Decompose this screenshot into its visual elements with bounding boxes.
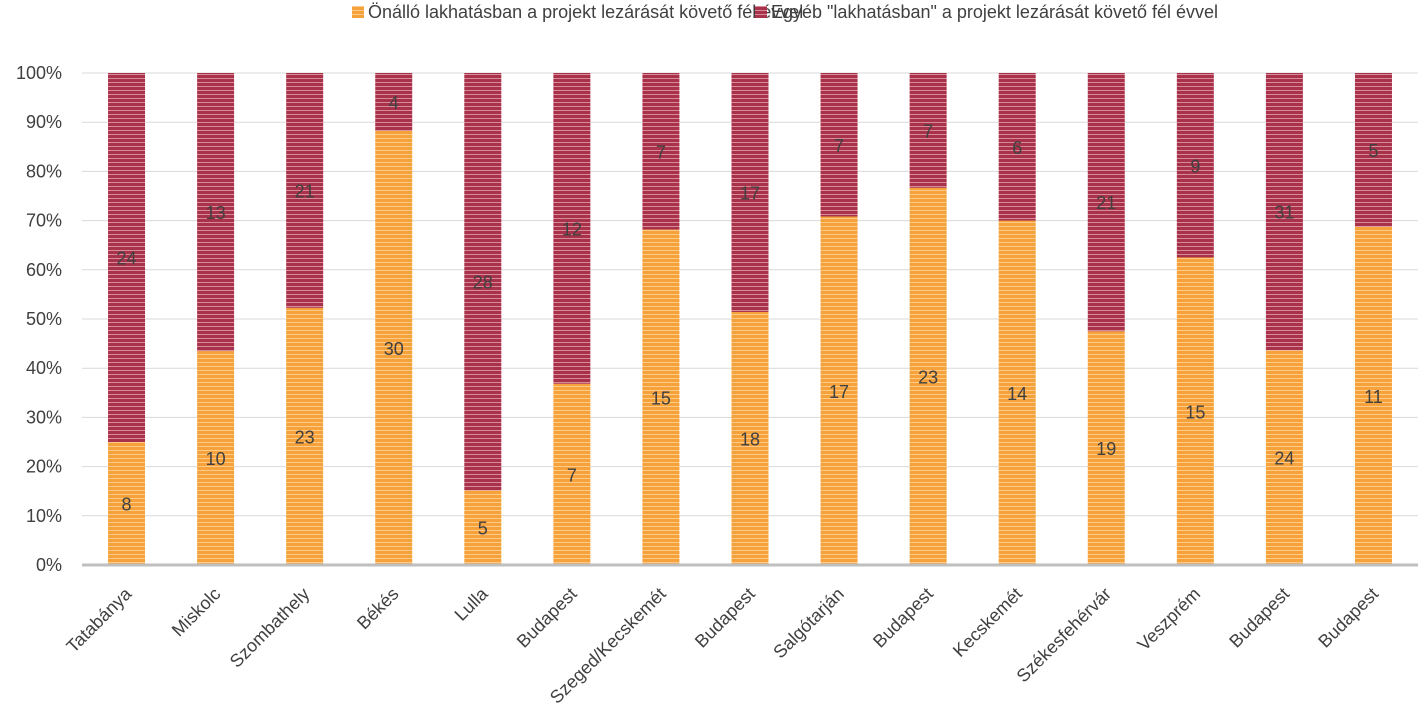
bar-segment-egyeb bbox=[1087, 73, 1125, 332]
data-label: 15 bbox=[1185, 402, 1205, 422]
y-tick-label: 30% bbox=[26, 407, 62, 427]
bar-segment-egyeb bbox=[286, 73, 324, 308]
bar-segment-onallo bbox=[909, 187, 947, 566]
data-label: 10 bbox=[206, 449, 226, 469]
bar-segment-egyeb bbox=[820, 73, 858, 217]
data-label: 7 bbox=[567, 465, 577, 485]
x-tick-label: Budapest bbox=[1225, 584, 1293, 652]
bar-segment-onallo bbox=[197, 351, 235, 565]
data-label: 31 bbox=[1274, 203, 1294, 223]
y-tick-label: 0% bbox=[36, 555, 62, 575]
y-axis: 0% 10% 20% 30% 40% 50% 60% 70% 80% 90% 100% bbox=[16, 63, 62, 575]
x-axis: Tatabánya Miskolc Szombathely Békés Lulla Bud… bbox=[62, 563, 1418, 707]
data-label: 5 bbox=[1368, 141, 1378, 161]
y-tick-label: 40% bbox=[26, 358, 62, 378]
bar-segment-onallo bbox=[731, 311, 769, 565]
x-tick-label: Kecskemét bbox=[949, 584, 1026, 661]
data-label: 28 bbox=[473, 273, 493, 293]
x-tick-label: Szombathely bbox=[226, 584, 314, 672]
x-tick-label: Budapest bbox=[691, 584, 759, 652]
bar-segment-egyeb bbox=[197, 73, 235, 352]
x-tick-label: Budapest bbox=[1314, 584, 1382, 652]
bar-segment-egyeb bbox=[642, 73, 680, 230]
data-label: 21 bbox=[1096, 193, 1116, 213]
data-label: 24 bbox=[1274, 449, 1294, 469]
y-tick-label: 20% bbox=[26, 457, 62, 477]
y-tick-label: 50% bbox=[26, 309, 62, 329]
data-label: 12 bbox=[562, 219, 582, 239]
data-label: 23 bbox=[295, 427, 315, 447]
bar-segment-onallo bbox=[375, 130, 413, 565]
x-tick-label: Tatabánya bbox=[62, 583, 136, 657]
x-tick-label: Lulla bbox=[451, 583, 493, 625]
bar-segment-egyeb bbox=[464, 73, 502, 491]
data-label: 23 bbox=[918, 367, 938, 387]
data-label: 8 bbox=[122, 495, 132, 515]
bar-segment-onallo bbox=[642, 229, 680, 565]
data-label: 6 bbox=[1012, 138, 1022, 158]
y-tick-label: 60% bbox=[26, 260, 62, 280]
bar-segment-onallo bbox=[1176, 257, 1214, 565]
data-label: 15 bbox=[651, 388, 671, 408]
data-label: 24 bbox=[117, 249, 137, 269]
legend-swatch bbox=[755, 6, 767, 18]
x-tick-label: Salgótarján bbox=[769, 584, 848, 663]
data-label: 5 bbox=[478, 519, 488, 539]
bars bbox=[108, 73, 1392, 566]
data-label: 30 bbox=[384, 339, 404, 359]
x-tick-label: Székesfehérvár bbox=[1013, 584, 1116, 687]
bar-segment-egyeb bbox=[375, 73, 413, 131]
data-label: 13 bbox=[206, 203, 226, 223]
bar-segment-egyeb bbox=[998, 73, 1036, 221]
bar-segment-onallo bbox=[1354, 226, 1392, 565]
x-tick-label: Budapest bbox=[513, 584, 581, 652]
bar-segment-egyeb bbox=[909, 73, 947, 188]
data-label: 19 bbox=[1096, 439, 1116, 459]
bar-segment-egyeb bbox=[731, 73, 769, 312]
y-tick-label: 80% bbox=[26, 161, 62, 181]
y-tick-label: 90% bbox=[26, 112, 62, 132]
data-label: 9 bbox=[1190, 156, 1200, 176]
bar-segment-onallo bbox=[286, 307, 324, 565]
bar-segment-egyeb bbox=[1265, 73, 1303, 351]
bar-segment-onallo bbox=[553, 383, 591, 565]
bar-segment-onallo bbox=[998, 220, 1036, 565]
data-label: 17 bbox=[740, 183, 760, 203]
bar-segment-onallo bbox=[108, 442, 146, 565]
x-tick-label: Budapest bbox=[869, 584, 937, 652]
legend: Önálló lakhatásban a projekt lezárását k… bbox=[352, 2, 1218, 22]
x-tick-label: Békés bbox=[353, 584, 403, 634]
data-label: 4 bbox=[389, 93, 399, 113]
y-tick-label: 100% bbox=[16, 63, 62, 83]
y-tick-label: 10% bbox=[26, 506, 62, 526]
legend-label: Önálló lakhatásban a projekt lezárását k… bbox=[368, 2, 803, 22]
data-label: 17 bbox=[829, 382, 849, 402]
bar-segment-onallo bbox=[464, 490, 502, 565]
bar-segment-egyeb bbox=[553, 73, 591, 384]
legend-swatch bbox=[352, 6, 364, 18]
x-tick-label: Veszprém bbox=[1133, 584, 1204, 655]
bar-segment-onallo bbox=[820, 216, 858, 565]
legend-label: Egyéb "lakhatásban" a projekt lezárását … bbox=[771, 2, 1218, 22]
data-label: 18 bbox=[740, 429, 760, 449]
data-labels: 8 24 10 13 23 21 30 4 5 28 7 12 15 7 18 17 17 7 23 7 14 6 19 21… bbox=[117, 93, 1383, 539]
data-label: 7 bbox=[923, 121, 933, 141]
bar-segment-egyeb bbox=[1176, 73, 1214, 258]
data-label: 11 bbox=[1364, 387, 1383, 407]
y-tick-label: 70% bbox=[26, 211, 62, 231]
data-label: 14 bbox=[1007, 384, 1027, 404]
data-label: 21 bbox=[295, 181, 315, 201]
bar-segment-egyeb bbox=[1354, 73, 1392, 227]
x-tick-label: Miskolc bbox=[168, 584, 225, 641]
bar-segment-onallo bbox=[1087, 331, 1125, 565]
bar-segment-onallo bbox=[1265, 350, 1303, 565]
data-label: 7 bbox=[834, 136, 844, 156]
data-label: 7 bbox=[656, 142, 666, 162]
bar-segment-egyeb bbox=[108, 73, 146, 442]
